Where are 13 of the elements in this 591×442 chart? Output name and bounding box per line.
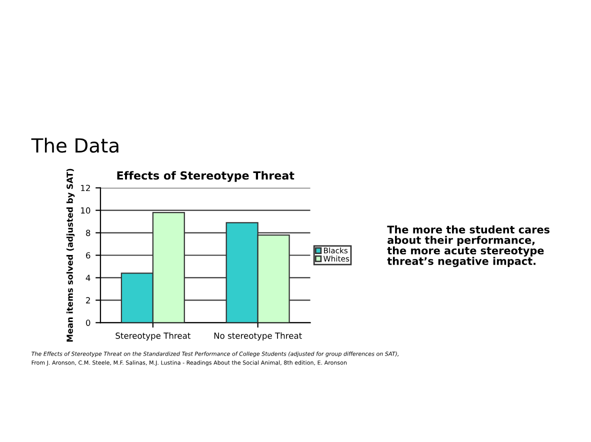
y-tick-label: 0 [86,320,90,326]
chart-title: Effects of Stereotype Threat [117,171,294,182]
y-tick-label: 6 [86,252,90,259]
y-tick-label: 4 [86,274,90,281]
y-tick-label: 2 [86,297,90,304]
y-tick-label: 8 [86,230,90,236]
x-tick-label: Stereotype Threat [116,332,190,340]
y-tick-label: 12 [81,184,90,192]
text: The more the student cares about their performance, the more acute stereotype threat’s negative impact. [387,225,550,268]
y-axis-title: Mean items solved (adjusted by SAT) [66,168,75,342]
text: The Data [31,138,118,153]
y-tick-label: 10 [81,207,90,214]
x-tick-label: No stereotype Threat [214,332,302,340]
